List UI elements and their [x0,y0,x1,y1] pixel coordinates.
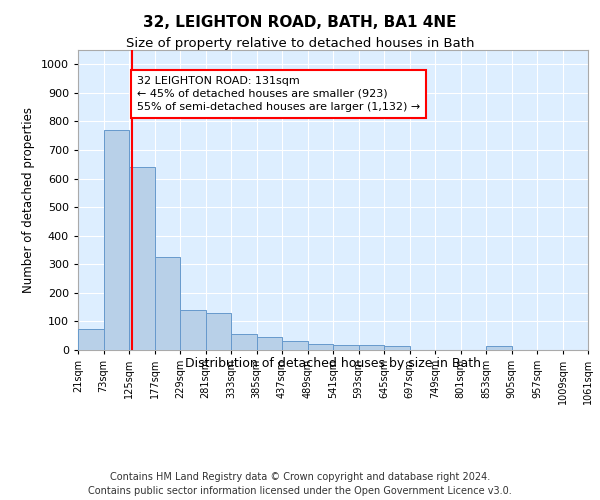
Text: 32, LEIGHTON ROAD, BATH, BA1 4NE: 32, LEIGHTON ROAD, BATH, BA1 4NE [143,15,457,30]
Bar [257,337,282,350]
Text: 32 LEIGHTON ROAD: 131sqm
← 45% of detached houses are smaller (923)
55% of semi-: 32 LEIGHTON ROAD: 131sqm ← 45% of detach… [137,76,420,112]
Y-axis label: Number of detached properties: Number of detached properties [22,107,35,293]
Bar [155,257,180,350]
Bar [205,313,231,350]
Bar [308,344,333,350]
Text: Distribution of detached houses by size in Bath: Distribution of detached houses by size … [185,358,481,370]
Bar [384,346,410,350]
Bar [282,342,308,350]
Text: Contains HM Land Registry data © Crown copyright and database right 2024.: Contains HM Land Registry data © Crown c… [110,472,490,482]
Bar [78,328,104,350]
Text: Size of property relative to detached houses in Bath: Size of property relative to detached ho… [126,38,474,51]
Text: Contains public sector information licensed under the Open Government Licence v3: Contains public sector information licen… [88,486,512,496]
Bar [104,130,129,350]
Bar [486,346,512,350]
Bar [231,334,257,350]
Bar [359,345,384,350]
Bar [333,345,359,350]
Bar [180,310,205,350]
Bar [129,167,155,350]
